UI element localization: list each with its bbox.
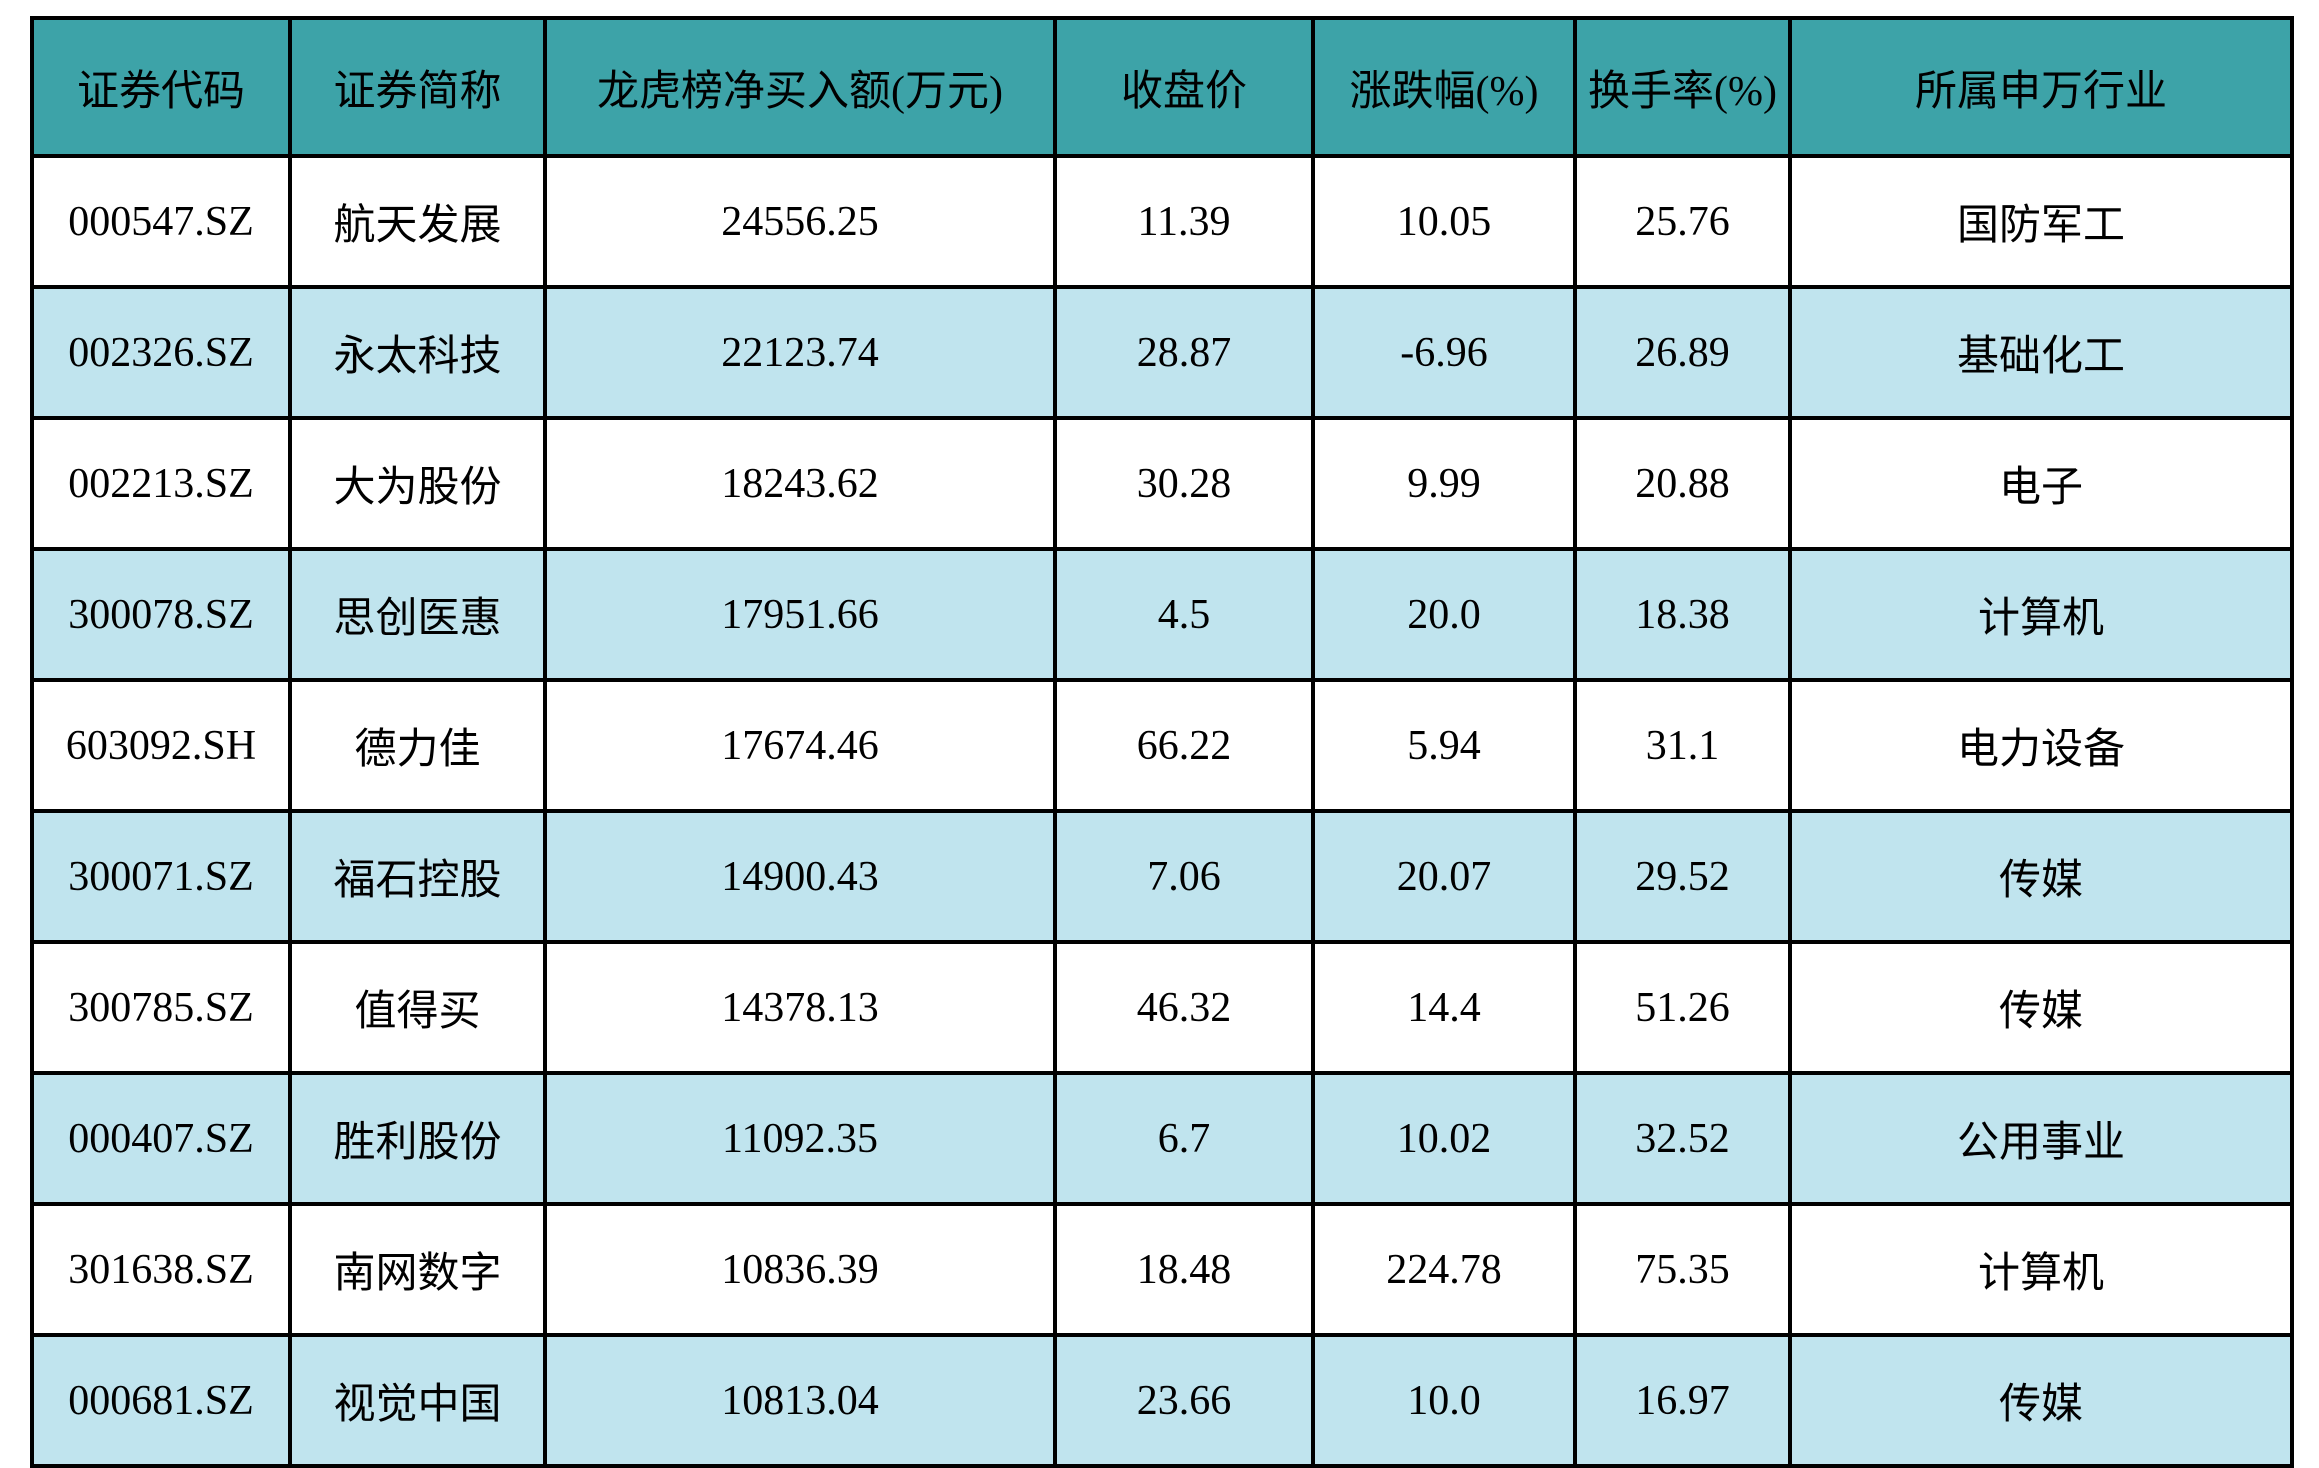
table-cell-r1-c7: 国防军工 [1788, 154, 2294, 289]
table-cell-r8-c6: 32.52 [1573, 1071, 1792, 1206]
table-cell-r10-c6: 16.97 [1573, 1333, 1792, 1468]
table-cell-r9-c6: 75.35 [1573, 1202, 1792, 1337]
table-cell-r2-c7: 基础化工 [1788, 285, 2294, 420]
table-cell-r2-c1: 002326.SZ [30, 285, 292, 420]
table-cell-r10-c5: 10.0 [1311, 1333, 1577, 1468]
table-cell-r10-c7: 传媒 [1788, 1333, 2294, 1468]
column-header-1: 证券代码 [30, 16, 292, 158]
column-header-2: 证券简称 [288, 16, 547, 158]
table-cell-r4-c2: 思创医惠 [288, 547, 547, 682]
table-cell-r7-c7: 传媒 [1788, 940, 2294, 1075]
table-row: 002213.SZ 大为股份 18243.62 30.28 9.99 20.88 电子 [30, 416, 2294, 551]
table-cell-r7-c1: 300785.SZ [30, 940, 292, 1075]
column-header-5: 涨跌幅(%) [1311, 16, 1577, 158]
table-cell-r6-c7: 传媒 [1788, 809, 2294, 944]
table-cell-r6-c1: 300071.SZ [30, 809, 292, 944]
table-cell-r5-c6: 31.1 [1573, 678, 1792, 813]
table-row: 000407.SZ 胜利股份 11092.35 6.7 10.02 32.52 公用事业 [30, 1071, 2294, 1206]
table-cell-r5-c7: 电力设备 [1788, 678, 2294, 813]
table-cell-r6-c2: 福石控股 [288, 809, 547, 944]
table-cell-r1-c1: 000547.SZ [30, 154, 292, 289]
table-cell-r6-c6: 29.52 [1573, 809, 1792, 944]
table-cell-r9-c7: 计算机 [1788, 1202, 2294, 1337]
table-cell-r8-c3: 11092.35 [543, 1071, 1057, 1206]
table-cell-r5-c3: 17674.46 [543, 678, 1057, 813]
table-cell-r3-c1: 002213.SZ [30, 416, 292, 551]
table-row: 300071.SZ 福石控股 14900.43 7.06 20.07 29.52 传媒 [30, 809, 2294, 944]
table-cell-r6-c3: 14900.43 [543, 809, 1057, 944]
table-cell-r10-c3: 10813.04 [543, 1333, 1057, 1468]
table-cell-r8-c2: 胜利股份 [288, 1071, 547, 1206]
table-cell-r5-c5: 5.94 [1311, 678, 1577, 813]
table-cell-r3-c4: 30.28 [1053, 416, 1315, 551]
table-cell-r10-c2: 视觉中国 [288, 1333, 547, 1468]
table-cell-r2-c4: 28.87 [1053, 285, 1315, 420]
column-header-3: 龙虎榜净买入额(万元) [543, 16, 1057, 158]
table-row: 300078.SZ 思创医惠 17951.66 4.5 20.0 18.38 计算机 [30, 547, 2294, 682]
column-header-7: 所属申万行业 [1788, 16, 2294, 158]
table-cell-r4-c4: 4.5 [1053, 547, 1315, 682]
table-cell-r9-c2: 南网数字 [288, 1202, 547, 1337]
table-cell-r3-c2: 大为股份 [288, 416, 547, 551]
table-row: 000681.SZ 视觉中国 10813.04 23.66 10.0 16.97 传媒 [30, 1333, 2294, 1468]
table-cell-r6-c5: 20.07 [1311, 809, 1577, 944]
table-cell-r8-c5: 10.02 [1311, 1071, 1577, 1206]
table-cell-r7-c3: 14378.13 [543, 940, 1057, 1075]
table-cell-r5-c1: 603092.SH [30, 678, 292, 813]
table-cell-r8-c4: 6.7 [1053, 1071, 1315, 1206]
table-cell-r1-c4: 11.39 [1053, 154, 1315, 289]
column-header-4: 收盘价 [1053, 16, 1315, 158]
table-cell-r4-c1: 300078.SZ [30, 547, 292, 682]
table-cell-r10-c1: 000681.SZ [30, 1333, 292, 1468]
table-row: 000547.SZ 航天发展 24556.25 11.39 10.05 25.76 国防军工 [30, 154, 2294, 289]
table-row: 603092.SH 德力佳 17674.46 66.22 5.94 31.1 电力设备 [30, 678, 2294, 813]
table-cell-r10-c4: 23.66 [1053, 1333, 1315, 1468]
table-cell-r3-c6: 20.88 [1573, 416, 1792, 551]
table-cell-r2-c6: 26.89 [1573, 285, 1792, 420]
table-cell-r3-c3: 18243.62 [543, 416, 1057, 551]
table-cell-r9-c5: 224.78 [1311, 1202, 1577, 1337]
table-cell-r3-c5: 9.99 [1311, 416, 1577, 551]
table-cell-r4-c7: 计算机 [1788, 547, 2294, 682]
table-row: 301638.SZ 南网数字 10836.39 18.48 224.78 75.35 计算机 [30, 1202, 2294, 1337]
table-cell-r7-c5: 14.4 [1311, 940, 1577, 1075]
dragon-tiger-net-buy-table: 证券代码 证券简称 龙虎榜净买入额(万元) 收盘价 涨跌幅(%) 换手率(%) 所属申万行业… [30, 16, 2294, 1468]
table-cell-r8-c7: 公用事业 [1788, 1071, 2294, 1206]
table-cell-r3-c7: 电子 [1788, 416, 2294, 551]
table-header-row: 证券代码 证券简称 龙虎榜净买入额(万元) 收盘价 涨跌幅(%) 换手率(%) 所属申万行业 [30, 16, 2294, 158]
table-cell-r6-c4: 7.06 [1053, 809, 1315, 944]
table-cell-r9-c3: 10836.39 [543, 1202, 1057, 1337]
table-row: 002326.SZ 永太科技 22123.74 28.87 -6.96 26.89 基础化工 [30, 285, 2294, 420]
table-cell-r2-c3: 22123.74 [543, 285, 1057, 420]
table-cell-r1-c2: 航天发展 [288, 154, 547, 289]
table-cell-r7-c2: 值得买 [288, 940, 547, 1075]
table-row: 300785.SZ 值得买 14378.13 46.32 14.4 51.26 传媒 [30, 940, 2294, 1075]
column-header-6: 换手率(%) [1573, 16, 1792, 158]
table-cell-r2-c5: -6.96 [1311, 285, 1577, 420]
table-cell-r4-c6: 18.38 [1573, 547, 1792, 682]
table-cell-r5-c2: 德力佳 [288, 678, 547, 813]
stock-table-container: 证券代码 证券简称 龙虎榜净买入额(万元) 收盘价 涨跌幅(%) 换手率(%) 所属申万行业… [30, 16, 2294, 1468]
table-cell-r4-c3: 17951.66 [543, 547, 1057, 682]
table-cell-r8-c1: 000407.SZ [30, 1071, 292, 1206]
table-cell-r9-c1: 301638.SZ [30, 1202, 292, 1337]
table-cell-r2-c2: 永太科技 [288, 285, 547, 420]
table-cell-r7-c4: 46.32 [1053, 940, 1315, 1075]
table-cell-r9-c4: 18.48 [1053, 1202, 1315, 1337]
table-cell-r4-c5: 20.0 [1311, 547, 1577, 682]
table-cell-r1-c3: 24556.25 [543, 154, 1057, 289]
table-cell-r7-c6: 51.26 [1573, 940, 1792, 1075]
table-cell-r1-c5: 10.05 [1311, 154, 1577, 289]
table-cell-r5-c4: 66.22 [1053, 678, 1315, 813]
table-cell-r1-c6: 25.76 [1573, 154, 1792, 289]
